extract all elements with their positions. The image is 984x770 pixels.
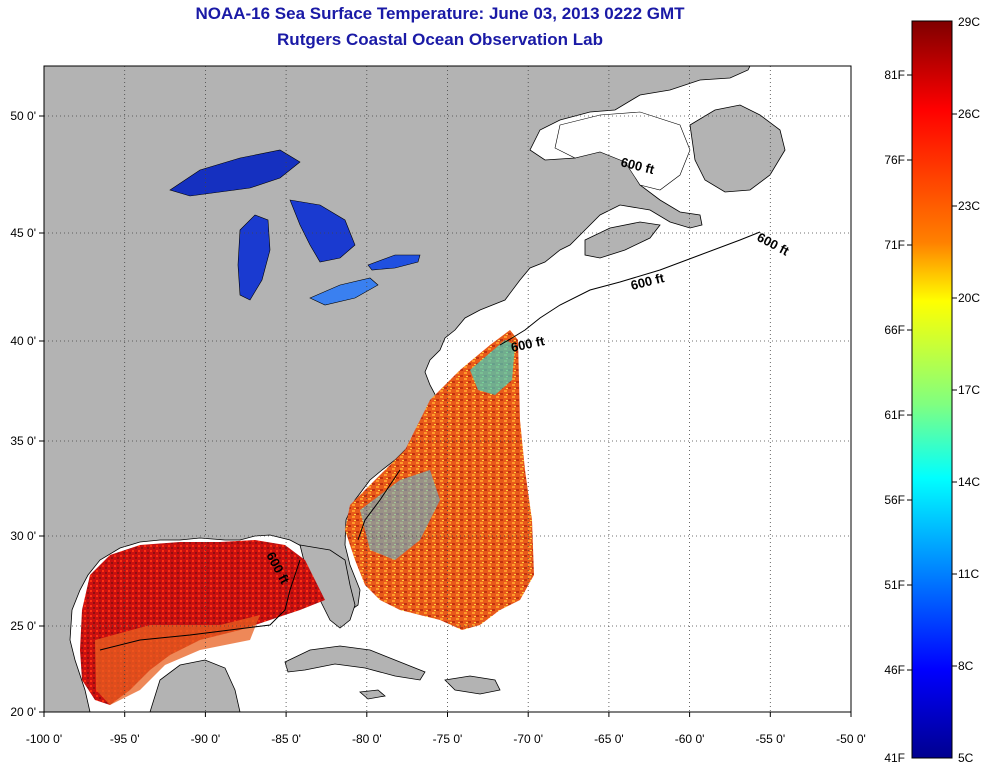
map-content	[44, 66, 786, 712]
colorbar-f-label: 81F	[884, 68, 905, 82]
y-tick-label: 45 0'	[10, 226, 36, 240]
x-axis-labels: -100 0' -95 0' -90 0' -85 0' -80 0' -75 …	[26, 732, 866, 746]
colorbar-f-label: 41F	[884, 751, 905, 765]
x-tick-label: -85 0'	[271, 732, 301, 746]
colorbar-ticks	[907, 74, 957, 671]
colorbar-c-label: 11C	[958, 567, 979, 581]
gulf-orange-south	[95, 615, 260, 705]
yucatan-land	[149, 659, 241, 712]
map-title: NOAA-16 Sea Surface Temperature: June 03…	[195, 4, 685, 23]
colorbar-c-label: 29C	[958, 15, 980, 29]
colorbar-c-label: 17C	[958, 383, 980, 397]
st-lawrence-gulf	[554, 111, 691, 191]
colorbar-c-label: 14C	[958, 475, 980, 489]
x-tick-label: -50 0'	[836, 732, 866, 746]
colorbar-c-label: 26C	[958, 107, 980, 121]
lake-michigan	[237, 214, 271, 301]
lake-huron	[289, 199, 356, 263]
colorbar-c-label: 5C	[958, 751, 974, 765]
colorbar-f-label: 46F	[884, 663, 905, 677]
x-tick-label: -60 0'	[675, 732, 705, 746]
lake-erie	[309, 277, 379, 306]
isobath-600ft	[99, 231, 761, 651]
colorbar-fahrenheit-labels: 81F 76F 71F 66F 61F 56F 51F 46F 41F	[884, 68, 905, 765]
nova-scotia-land	[584, 221, 661, 259]
colorbar-c-label: 20C	[958, 291, 980, 305]
colorbar-f-label: 71F	[884, 238, 905, 252]
colorbar-f-label: 61F	[884, 408, 905, 422]
y-tick-label: 40 0'	[10, 334, 36, 348]
x-tick-label: -55 0'	[755, 732, 785, 746]
graticule	[44, 66, 851, 712]
hispaniola-land	[444, 675, 501, 695]
x-tick-label: -90 0'	[191, 732, 221, 746]
y-tick-label: 30 0'	[10, 529, 36, 543]
x-tick-label: -75 0'	[433, 732, 463, 746]
colorbar-celsius-labels: 29C 26C 23C 20C 17C 14C 11C 8C 5C	[958, 15, 980, 765]
tick-marks	[39, 115, 852, 717]
colorbar-f-label: 66F	[884, 323, 905, 337]
colorbar-f-label: 76F	[884, 153, 905, 167]
x-tick-label: -80 0'	[352, 732, 382, 746]
x-tick-label: -100 0'	[26, 732, 62, 746]
colorbar-c-label: 23C	[958, 199, 980, 213]
y-tick-label: 50 0'	[10, 109, 36, 123]
cuba-land	[284, 645, 426, 681]
x-tick-label: -70 0'	[513, 732, 543, 746]
colorbar-c-label: 8C	[958, 659, 974, 673]
y-tick-label: 20 0'	[10, 705, 36, 719]
colorbar-f-label: 56F	[884, 493, 905, 507]
atlantic-cool-strip	[360, 470, 440, 560]
colorbar-f-label: 51F	[884, 578, 905, 592]
y-tick-label: 25 0'	[10, 619, 36, 633]
y-tick-label: 35 0'	[10, 434, 36, 448]
contour-label-600ft: 600 ft	[510, 333, 547, 355]
colorbar	[911, 20, 953, 759]
map-subtitle: Rutgers Coastal Ocean Observation Lab	[277, 30, 603, 49]
y-axis-labels: 50 0' 45 0' 40 0' 35 0' 30 0' 25 0' 20 0…	[10, 109, 36, 719]
lake-ontario	[367, 254, 421, 271]
x-tick-label: -95 0'	[110, 732, 140, 746]
jamaica-land	[359, 689, 386, 700]
x-tick-label: -65 0'	[594, 732, 624, 746]
newfoundland-land	[689, 104, 786, 193]
atlantic-cool-patch	[470, 340, 515, 395]
